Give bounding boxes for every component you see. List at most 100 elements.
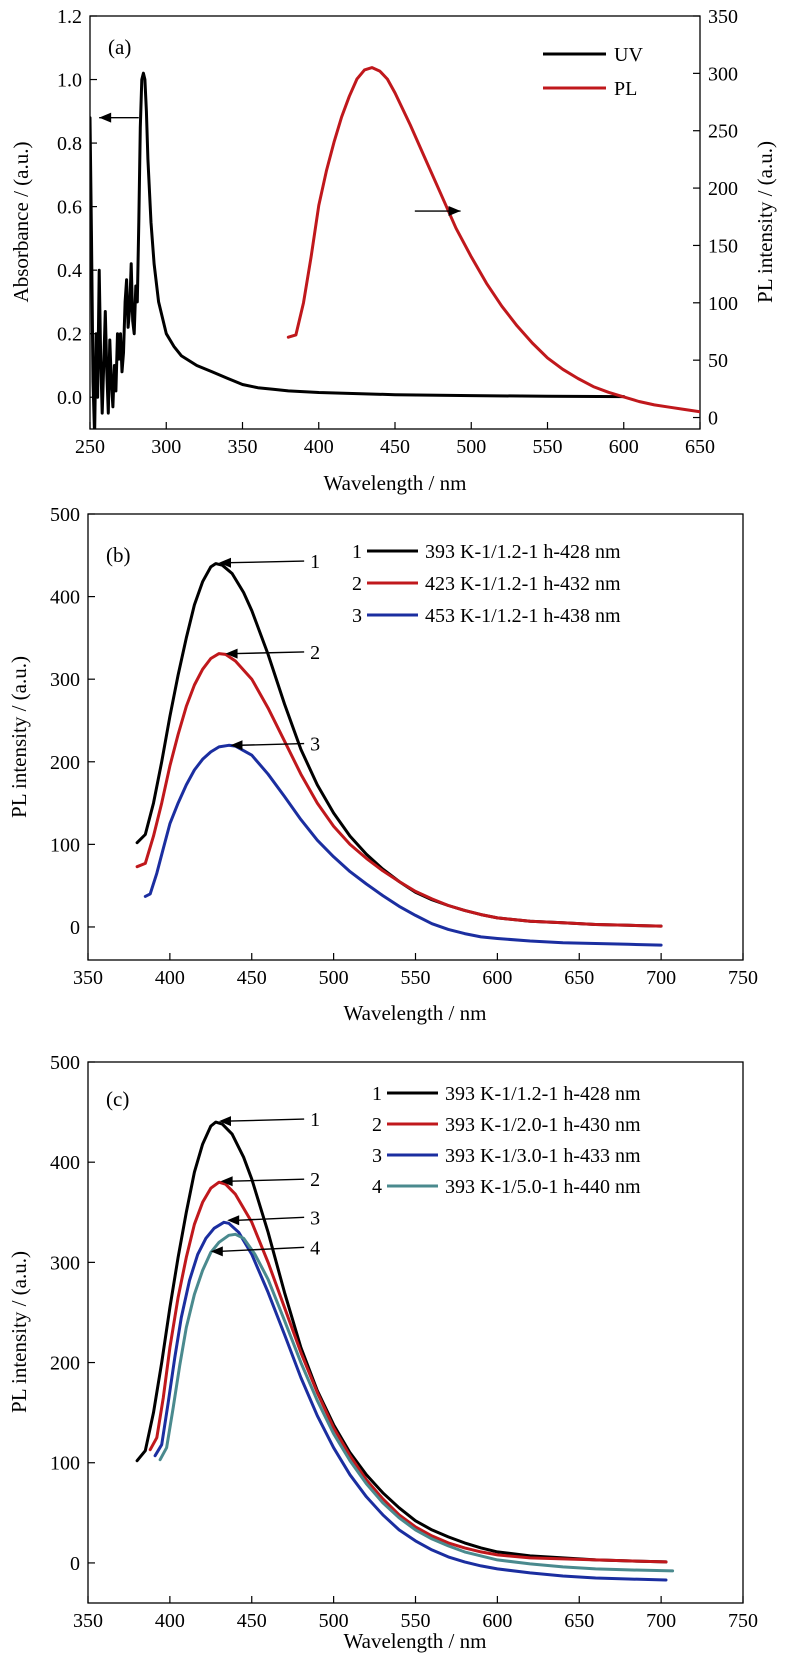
y-tick-label: 1.2 <box>57 6 82 28</box>
y2-tick-label: 100 <box>708 293 738 315</box>
callout-label: 1 <box>310 1109 320 1131</box>
legend-label-b1: 393 K-1/1.2-1 h-428 nm <box>425 541 621 563</box>
y2-tick-label: 150 <box>708 235 738 257</box>
callout-label: 3 <box>310 734 320 756</box>
x-tick-label: 450 <box>237 1610 267 1632</box>
x-tick-label: 500 <box>319 967 349 989</box>
series-line-1 <box>90 71 626 429</box>
x-tick-label: 400 <box>155 967 185 989</box>
y2-tick-label: 0 <box>708 408 718 430</box>
panel-b-label: (b) <box>106 543 131 567</box>
panel-a-frame <box>89 15 701 430</box>
panel-a-ylabel: Absorbance / (a.u.) <box>9 142 33 303</box>
legend-number-c3: 3 <box>372 1145 382 1167</box>
x-tick-label: 700 <box>646 1610 676 1632</box>
callout-line <box>237 1216 305 1221</box>
panel-b: (b) 350 400 450 500 550 600 650 700 750 0 100 200 3… <box>7 504 758 1025</box>
callout-arrow-head <box>210 1246 223 1257</box>
x-tick-label: 550 <box>533 436 563 458</box>
panel-a-x-axis: 250 300 350 400 450 500 550 600 650 <box>75 422 715 458</box>
y-tick-label: 500 <box>50 504 80 526</box>
x-tick-label: 450 <box>380 436 410 458</box>
x-tick-label: 250 <box>75 436 105 458</box>
x-tick-label: 600 <box>609 436 639 458</box>
panel-a-y2label: PL intensity / (a.u.) <box>753 141 777 303</box>
series-line-3 <box>153 1220 668 1582</box>
y-tick-label: 0 <box>70 917 80 939</box>
x-tick-label: 300 <box>151 436 181 458</box>
panel-c-y-axis: 0 100 200 300 400 500 <box>50 1052 95 1575</box>
panel-a-axis-arrows <box>99 112 461 217</box>
panel-c-label: (c) <box>106 1087 129 1111</box>
callout-line <box>220 1246 305 1253</box>
series-line-2 <box>286 66 700 414</box>
panel-b-x-axis: 350 400 450 500 550 600 650 700 750 <box>73 953 758 989</box>
y-tick-label: 400 <box>50 1152 80 1174</box>
y-tick-label: 0.2 <box>57 324 82 346</box>
y-tick-label: 0 <box>70 1553 80 1575</box>
x-tick-label: 500 <box>456 436 486 458</box>
x-tick-label: 600 <box>482 1610 512 1632</box>
y2-tick-label: 350 <box>708 6 738 28</box>
x-tick-label: 600 <box>482 967 512 989</box>
y-tick-label: 100 <box>50 1453 80 1475</box>
y-tick-label: 400 <box>50 587 80 609</box>
callout-arrow-head <box>220 1176 233 1187</box>
legend-number-b1: 1 <box>352 541 362 563</box>
y-tick-label: 0.8 <box>57 133 82 155</box>
panel-b-y-axis: 0 100 200 300 400 500 <box>50 504 95 939</box>
x-tick-label: 350 <box>73 1610 103 1632</box>
legend-label-c2: 393 K-1/2.0-1 h-430 nm <box>445 1114 641 1136</box>
panel-a-right-axis: 0 50 100 150 200 250 300 350 <box>693 6 738 430</box>
legend-label-c3: 393 K-1/3.0-1 h-433 nm <box>445 1145 641 1167</box>
x-tick-label: 650 <box>685 436 715 458</box>
x-tick-label: 750 <box>728 967 758 989</box>
x-tick-label: 350 <box>228 436 258 458</box>
callout-arrow-head <box>219 557 231 568</box>
legend-number-c1: 1 <box>372 1083 382 1105</box>
legend-label-c1: 393 K-1/1.2-1 h-428 nm <box>445 1083 641 1105</box>
legend-label-b3: 453 K-1/1.2-1 h-438 nm <box>425 605 621 627</box>
legend-label-pl: PL <box>614 78 637 100</box>
y-tick-label: 200 <box>50 1353 80 1375</box>
y-tick-label: 300 <box>50 669 80 691</box>
series-line-2 <box>135 652 663 928</box>
y-tick-label: 0.0 <box>57 387 82 409</box>
panel-c-xlabel: Wavelength / nm <box>344 1629 487 1653</box>
legend-label-b2: 423 K-1/1.2-1 h-432 nm <box>425 573 621 595</box>
y2-tick-label: 50 <box>708 350 728 372</box>
axis-arrow-head <box>99 112 112 123</box>
callout-arrow-head <box>219 1116 231 1127</box>
y2-tick-label: 250 <box>708 121 738 143</box>
panel-b-legend: 1 393 K-1/1.2-1 h-428 nm 2 423 K-1/1.2-1… <box>352 541 621 627</box>
legend-label-c4: 393 K-1/5.0-1 h-440 nm <box>445 1176 641 1198</box>
y2-tick-label: 300 <box>708 63 738 85</box>
x-tick-label: 500 <box>319 1610 349 1632</box>
legend-number-c4: 4 <box>372 1176 382 1198</box>
panel-a-label: (a) <box>108 35 131 59</box>
y-tick-label: 1.0 <box>57 70 82 92</box>
y-tick-label: 0.6 <box>57 197 82 219</box>
callout-arrow-head <box>225 648 238 659</box>
legend-number-b3: 3 <box>352 605 362 627</box>
callout-label: 1 <box>310 551 320 573</box>
x-tick-label: 550 <box>401 1610 431 1632</box>
panel-a-series <box>90 66 700 429</box>
callout-line <box>240 742 305 746</box>
axis-arrow-head <box>448 206 461 217</box>
x-tick-label: 400 <box>304 436 334 458</box>
panel-b-series <box>135 562 663 947</box>
panel-c: (c) 350 400 450 500 550 600 650 700 750 0 100 200 3… <box>7 1052 758 1653</box>
callout-line <box>228 560 305 564</box>
x-tick-label: 750 <box>728 1610 758 1632</box>
x-tick-label: 650 <box>564 967 594 989</box>
panel-c-ylabel: PL intensity / (a.u.) <box>7 1251 31 1413</box>
y-tick-label: 0.4 <box>57 260 82 282</box>
series-line-2 <box>148 1180 668 1564</box>
panel-a: (a) 250 300 350 400 450 500 550 600 650 0.00.20.… <box>9 6 777 495</box>
x-tick-label: 650 <box>564 1610 594 1632</box>
x-tick-label: 450 <box>237 967 267 989</box>
series-line-3 <box>143 743 663 947</box>
y-tick-label: 200 <box>50 752 80 774</box>
